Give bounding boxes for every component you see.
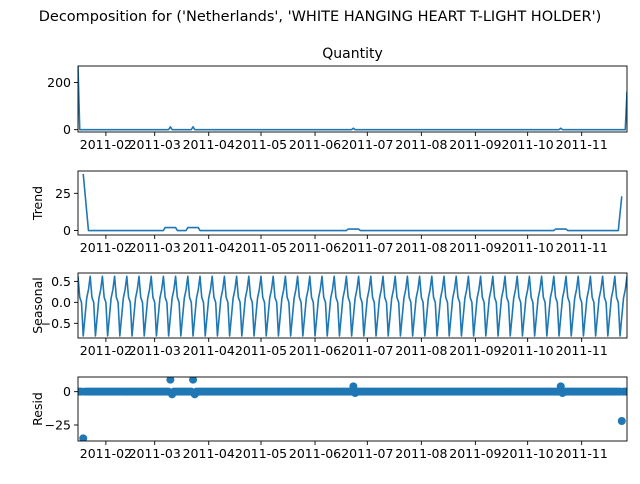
- x-tick-label: 2011-03: [129, 240, 181, 255]
- y-tick-label: 0: [63, 223, 71, 238]
- x-tick-label: 2011-09: [449, 446, 501, 461]
- x-tick-label: 2011-03: [129, 137, 181, 152]
- y-axis-label: Seasonal: [30, 277, 45, 334]
- x-tick-label: 2011-03: [129, 446, 181, 461]
- x-tick-label: 2011-06: [289, 446, 341, 461]
- series-line: [82, 173, 623, 232]
- axes-frame: [77, 170, 628, 236]
- x-tick-label: 2011-07: [341, 137, 393, 152]
- x-tick-label: 2011-11: [556, 240, 608, 255]
- x-tick-label: 2011-02: [80, 240, 132, 255]
- axes-frame: [77, 65, 628, 133]
- x-tick-label: 2011-10: [502, 343, 554, 358]
- x-tick-label: 2011-07: [341, 240, 393, 255]
- resid-point: [617, 417, 626, 425]
- series-line: [78, 66, 627, 131]
- y-tick-label: 0: [63, 122, 71, 137]
- x-tick-label: 2011-02: [80, 446, 132, 461]
- x-tick-label: 2011-08: [395, 137, 447, 152]
- subplot-title: Quantity: [322, 46, 383, 62]
- x-tick-label: 2011-07: [341, 343, 393, 358]
- axes-frame: [77, 272, 628, 339]
- x-tick-label: 2011-09: [449, 137, 501, 152]
- y-tick-label: 0: [63, 384, 71, 399]
- y-tick-label: 200: [47, 75, 71, 90]
- plot-data: [78, 275, 627, 337]
- y-tick-label: 0.5: [51, 274, 71, 289]
- x-tick-label: 2011-05: [235, 137, 287, 152]
- y-tick-label: 0.0: [51, 295, 71, 310]
- x-tick-label: 2011-09: [449, 240, 501, 255]
- x-tick-label: 2011-04: [183, 343, 235, 358]
- x-tick-label: 2011-06: [289, 343, 341, 358]
- x-tick-label: 2011-08: [395, 446, 447, 461]
- x-tick-label: 2011-06: [289, 137, 341, 152]
- x-tick-label: 2011-03: [129, 343, 181, 358]
- x-tick-label: 2011-11: [556, 446, 608, 461]
- resid-point: [166, 377, 175, 384]
- x-tick-label: 2011-08: [395, 240, 447, 255]
- x-tick-label: 2011-10: [502, 446, 554, 461]
- x-tick-label: 2011-04: [183, 446, 235, 461]
- x-tick-label: 2011-08: [395, 343, 447, 358]
- x-tick-label: 2011-09: [449, 343, 501, 358]
- x-tick-label: 2011-04: [183, 240, 235, 255]
- x-tick-label: 2011-04: [183, 137, 235, 152]
- x-tick-label: 2011-11: [556, 343, 608, 358]
- figure-title: Decomposition for ('Netherlands', 'WHITE…: [39, 9, 602, 25]
- x-tick-label: 2011-06: [289, 240, 341, 255]
- x-tick-label: 2011-05: [235, 343, 287, 358]
- y-axis-label: Trend: [30, 186, 45, 221]
- x-tick-label: 2011-05: [235, 446, 287, 461]
- plot-data: [82, 173, 623, 232]
- resid-point: [79, 434, 88, 441]
- y-axis-label: Resid: [30, 392, 45, 426]
- y-tick-label: −0.5: [41, 316, 71, 331]
- resid-point: [189, 377, 198, 384]
- series-line: [78, 275, 627, 337]
- x-tick-label: 2011-02: [80, 343, 132, 358]
- plot-data: [78, 377, 627, 441]
- x-tick-label: 2011-05: [235, 240, 287, 255]
- axes-frame: [77, 376, 628, 442]
- x-tick-label: 2011-10: [502, 137, 554, 152]
- y-tick-label: 25: [55, 186, 71, 201]
- x-tick-label: 2011-07: [341, 446, 393, 461]
- x-tick-label: 2011-10: [502, 240, 554, 255]
- y-tick-label: −25: [45, 418, 71, 433]
- x-tick-label: 2011-11: [556, 137, 608, 152]
- resid-point: [623, 387, 627, 396]
- plot-data: [78, 66, 627, 131]
- x-tick-label: 2011-02: [80, 137, 132, 152]
